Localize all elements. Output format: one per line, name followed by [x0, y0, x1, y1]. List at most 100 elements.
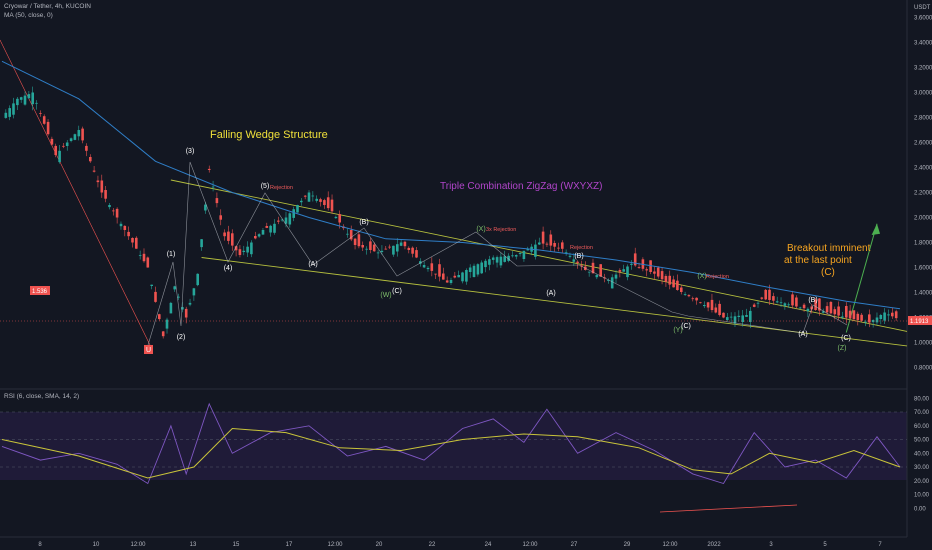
candle-body	[610, 277, 614, 289]
time-axis[interactable]: 8 10 12:00 13 15 17 12:00 20 22 24 12:00 27 29 12:00 2…	[38, 542, 882, 548]
candle-body	[369, 241, 372, 250]
time-tick-label: 24	[485, 542, 492, 548]
candle-body	[238, 249, 242, 255]
symbol-legend[interactable]: Cryowar / Tether, 4h, KUCOIN	[4, 3, 91, 10]
candle-body	[695, 297, 698, 301]
current-price-tag: 1.1913	[910, 319, 929, 325]
candle-body	[653, 271, 656, 274]
candle-body	[207, 168, 211, 170]
candle-body	[883, 312, 886, 321]
candle-body	[591, 262, 595, 274]
candle-body	[522, 250, 526, 259]
current-price-tag-box	[908, 316, 932, 325]
candle-body	[223, 232, 226, 237]
candle-body	[541, 231, 545, 244]
candle-body	[587, 271, 591, 273]
candle-body	[19, 97, 23, 100]
candle-body	[215, 198, 219, 204]
candle-body	[422, 265, 426, 268]
candle-body	[879, 315, 883, 319]
rsi-line	[1, 402, 901, 485]
time-tick-label: 12:00	[327, 542, 343, 548]
breakout-line-3: (C)	[821, 267, 835, 278]
candle-body	[284, 217, 288, 224]
candle-body	[614, 274, 618, 279]
candle-body	[4, 112, 8, 118]
candle-body	[315, 198, 318, 201]
candle-body	[783, 303, 787, 306]
candle-body	[518, 252, 522, 254]
candle-body	[737, 315, 741, 317]
candle-body	[96, 180, 100, 183]
price-tick-label: 3.4000	[914, 41, 932, 47]
candle-body	[645, 269, 648, 271]
candle-body	[683, 294, 687, 295]
candle-body	[353, 238, 357, 245]
candle-body	[633, 253, 637, 266]
rsi-tick-label: 10.00	[914, 493, 930, 499]
candle-body	[887, 314, 890, 316]
ma-legend[interactable]: MA (50, close, 0)	[4, 12, 53, 19]
candle-body	[687, 295, 691, 297]
candle-body	[23, 95, 27, 105]
candle-body	[503, 256, 506, 262]
candle-body	[848, 310, 852, 319]
wave-label: (C)	[841, 335, 851, 342]
candle-body	[710, 299, 714, 310]
wave-label: (B)	[574, 253, 583, 260]
candle-body	[787, 304, 790, 306]
candle-body	[292, 209, 295, 218]
time-tick-label: 12:00	[522, 542, 538, 548]
candle-body	[461, 272, 464, 282]
time-tick-label: 27	[571, 542, 578, 548]
candle-body	[211, 186, 215, 188]
candle-body	[177, 296, 180, 298]
price-tag-red-box	[30, 286, 50, 295]
candle-body	[250, 242, 253, 255]
rejection-3x-label: 3x Rejection	[486, 227, 516, 233]
candle-body	[806, 308, 810, 312]
rsi-axis[interactable]: 80.00 70.00 60.00 50.00 40.00 30.00 20.00 10.00…	[914, 396, 930, 512]
candle-body	[821, 311, 825, 313]
candle-body	[261, 230, 265, 235]
candle-body	[89, 157, 92, 162]
wave-label: (C)	[681, 323, 691, 330]
candle-body	[104, 190, 107, 199]
candle-body	[833, 309, 837, 315]
candle-body	[561, 242, 564, 249]
candle-body	[768, 289, 771, 300]
price-tick-label: 1.6000	[914, 266, 932, 272]
candle-body	[749, 310, 752, 322]
candle-body	[868, 314, 871, 323]
time-tick-label: 10	[93, 542, 100, 548]
price-tick-label: 1.4000	[914, 291, 932, 297]
candle-body	[564, 252, 568, 254]
candle-body	[361, 245, 364, 248]
candle-body	[115, 208, 119, 218]
candle-body	[829, 302, 833, 314]
candle-body	[135, 237, 138, 249]
candle-body	[204, 204, 207, 211]
candle-body	[269, 225, 272, 233]
candle-body	[411, 247, 414, 254]
candle-body	[495, 257, 499, 263]
candle-body	[112, 210, 115, 212]
candle-body	[50, 138, 54, 145]
time-tick-label: 7	[878, 542, 882, 548]
price-tick-label: 2.2000	[914, 191, 932, 197]
rsi-legend[interactable]: RSI (6, close, SMA, 14, 2)	[4, 393, 80, 400]
candle-body	[161, 331, 165, 337]
candle-body	[338, 214, 341, 223]
candle-body	[852, 310, 856, 320]
price-tick-label: 3.2000	[914, 66, 932, 72]
low-marker: U	[146, 347, 151, 354]
price-tick-label: 2.4000	[914, 166, 932, 172]
candle-body	[181, 307, 184, 310]
low-marker-box	[144, 345, 153, 354]
candle-body	[795, 297, 798, 307]
candle-body	[825, 306, 829, 313]
candle-body	[372, 244, 376, 252]
price-tick-label: 3.0000	[914, 91, 932, 97]
rsi-tick-label: 80.00	[914, 396, 930, 402]
